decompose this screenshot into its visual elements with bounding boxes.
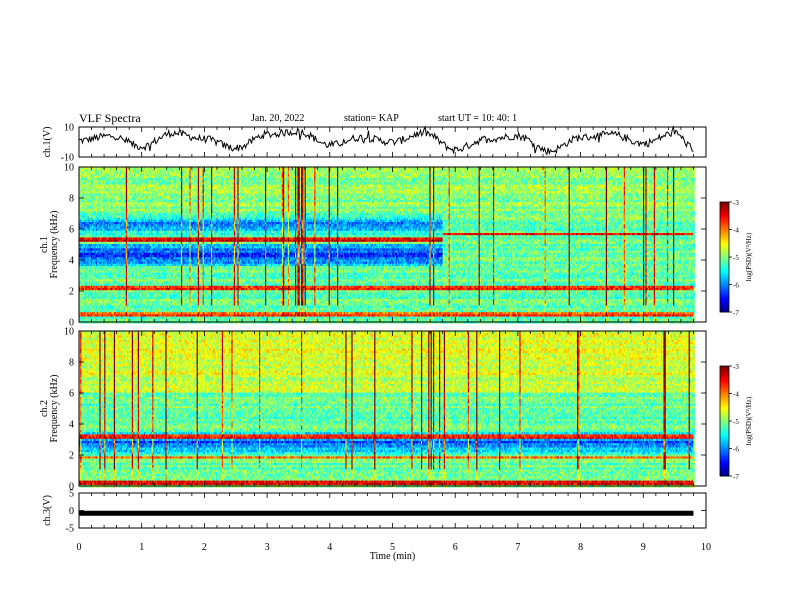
- colorbar-tick-label: -7: [733, 309, 739, 317]
- ch2-spectrogram-y-tick-label: 6: [69, 389, 74, 400]
- colorbar-tick-label: -5: [733, 254, 739, 262]
- colorbar-tick-label: -3: [733, 363, 739, 371]
- x-tick-label: 10: [701, 542, 711, 553]
- x-axis-label: Time (min): [370, 551, 415, 562]
- ch1-waveform-y-axis-label: ch.1(V): [42, 127, 53, 158]
- x-tick-label: 4: [327, 542, 332, 553]
- ch2-spectrogram-y-tick-label: 2: [69, 451, 74, 462]
- ch2-spectrogram-y-tick-label: 10: [64, 327, 74, 338]
- x-tick-label: 6: [453, 542, 458, 553]
- ch1-spectrogram-y-tick-label: 4: [69, 256, 74, 267]
- ch1-waveform-y-tick-label: 10: [64, 123, 74, 134]
- colorbar-tick-label: -7: [733, 473, 739, 481]
- ch1-waveform-line: [79, 127, 694, 154]
- ch2-spectrogram-y-tick-label: 8: [69, 358, 74, 369]
- x-tick-label: 1: [139, 542, 144, 553]
- colorbar-tick-label: -6: [733, 282, 739, 290]
- colorbar-tick-label: -5: [733, 418, 739, 426]
- ch2-colorbar: [720, 366, 729, 476]
- x-tick-label: 3: [265, 542, 270, 553]
- ch1-spectrogram-y-tick-label: 2: [69, 287, 74, 298]
- ch3-waveform-y-tick-label: 5: [69, 489, 74, 500]
- ch1-colorbar: [720, 202, 729, 312]
- x-tick-label: 9: [641, 542, 646, 553]
- ch3-waveform-y-tick-label: -5: [66, 524, 74, 535]
- colorbar-tick-label: -3: [733, 199, 739, 207]
- ch2-spectrogram-y-axis-label: Frequency (kHz): [49, 374, 60, 442]
- ch1-spectrogram-y-tick-label: 10: [64, 163, 74, 174]
- colorbar-tick-label: -4: [733, 227, 739, 235]
- ch1-spectrogram-y-tick-label: 6: [69, 225, 74, 236]
- ch2-spectrogram-image: [79, 331, 695, 488]
- x-tick-label: 7: [515, 542, 520, 553]
- ch2-colorbar-label: log(PSD)(V²/Hz): [745, 396, 753, 445]
- ch1-spectrogram-image: [79, 167, 695, 324]
- x-tick-label: 8: [578, 542, 583, 553]
- ch1-spectrogram-y-tick-label: 8: [69, 194, 74, 205]
- ch3-waveform-y-axis-label: ch.3(V): [42, 495, 53, 526]
- ch1-spectrogram-y-axis-label: Frequency (kHz): [49, 210, 60, 278]
- x-tick-label: 0: [77, 542, 82, 553]
- ch1-spectrogram-channel-label: ch.1: [39, 236, 50, 253]
- colorbar-tick-label: -6: [733, 446, 739, 454]
- x-tick-label: 2: [202, 542, 207, 553]
- ch3-waveform-y-tick-label: 0: [69, 506, 74, 517]
- panel-frame-4: [79, 493, 706, 528]
- ch2-spectrogram-channel-label: ch.2: [39, 400, 50, 417]
- ch1-colorbar-label: log(PSD)(V²/Hz): [745, 232, 753, 281]
- colorbar-tick-label: -4: [733, 391, 739, 399]
- ch2-spectrogram-y-tick-label: 4: [69, 420, 74, 431]
